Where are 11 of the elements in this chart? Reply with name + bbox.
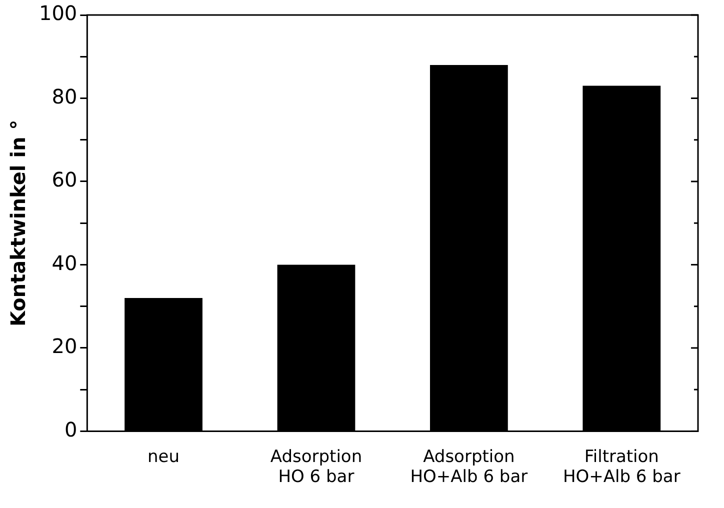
x-tick-label: Adsorption HO 6 bar: [270, 446, 362, 488]
y-tick-label: 0: [64, 417, 78, 442]
x-tick-label: neu: [148, 446, 180, 467]
y-tick-label: 60: [52, 168, 78, 192]
y-axis-title: Kontaktwinkel in °: [6, 120, 30, 327]
y-tick-label: 80: [52, 84, 78, 108]
x-tick-label: Filtration HO+Alb 6 bar: [562, 446, 680, 488]
y-tick-label: 20: [52, 334, 78, 358]
y-tick-label: 40: [52, 250, 78, 275]
x-tick-label: Adsorption HO+Alb 6 bar: [410, 446, 528, 488]
y-tick-label: 100: [38, 1, 78, 26]
